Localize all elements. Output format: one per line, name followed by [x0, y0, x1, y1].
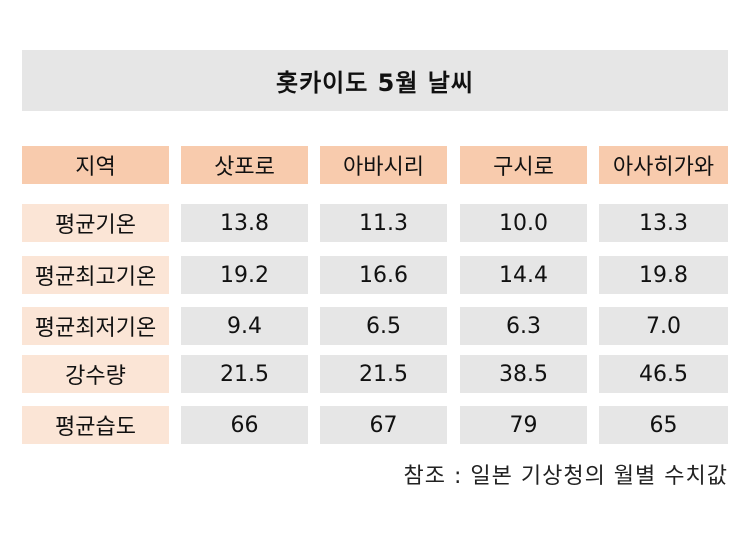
table-cell: 13.8: [181, 204, 308, 242]
table-cell: 19.8: [599, 256, 728, 294]
table-cell: 21.5: [181, 355, 308, 393]
table-cell: 7.0: [599, 307, 728, 345]
row-label-avg-high: 평균최고기온: [22, 256, 169, 294]
row-label-avg-temp: 평균기온: [22, 204, 169, 242]
row-label-avg-humidity: 평균습도: [22, 406, 169, 444]
table-cell: 11.3: [320, 204, 447, 242]
table-cell: 19.2: [181, 256, 308, 294]
row-label-precipitation: 강수량: [22, 355, 169, 393]
table-cell: 46.5: [599, 355, 728, 393]
table-cell: 10.0: [460, 204, 587, 242]
source-note: 참조 : 일본 기상청의 월별 수치값: [403, 464, 728, 489]
table-cell: 6.5: [320, 307, 447, 345]
table-cell: 9.4: [181, 307, 308, 345]
page-title: 홋카이도 5월 날씨: [276, 69, 474, 97]
header-sapporo: 삿포로: [181, 146, 308, 184]
table-cell: 65: [599, 406, 728, 444]
table-cell: 14.4: [460, 256, 587, 294]
table-cell: 16.6: [320, 256, 447, 294]
header-asahikawa: 아사히가와: [599, 146, 728, 184]
header-kushiro: 구시로: [460, 146, 587, 184]
table-cell: 66: [181, 406, 308, 444]
table-cell: 67: [320, 406, 447, 444]
row-label-avg-low: 평균최저기온: [22, 307, 169, 345]
table-cell: 21.5: [320, 355, 447, 393]
header-region: 지역: [22, 146, 169, 184]
title-banner: 홋카이도 5월 날씨: [22, 50, 728, 111]
table-cell: 38.5: [460, 355, 587, 393]
table-cell: 79: [460, 406, 587, 444]
table-cell: 13.3: [599, 204, 728, 242]
header-abashiri: 아바시리: [320, 146, 447, 184]
table-cell: 6.3: [460, 307, 587, 345]
